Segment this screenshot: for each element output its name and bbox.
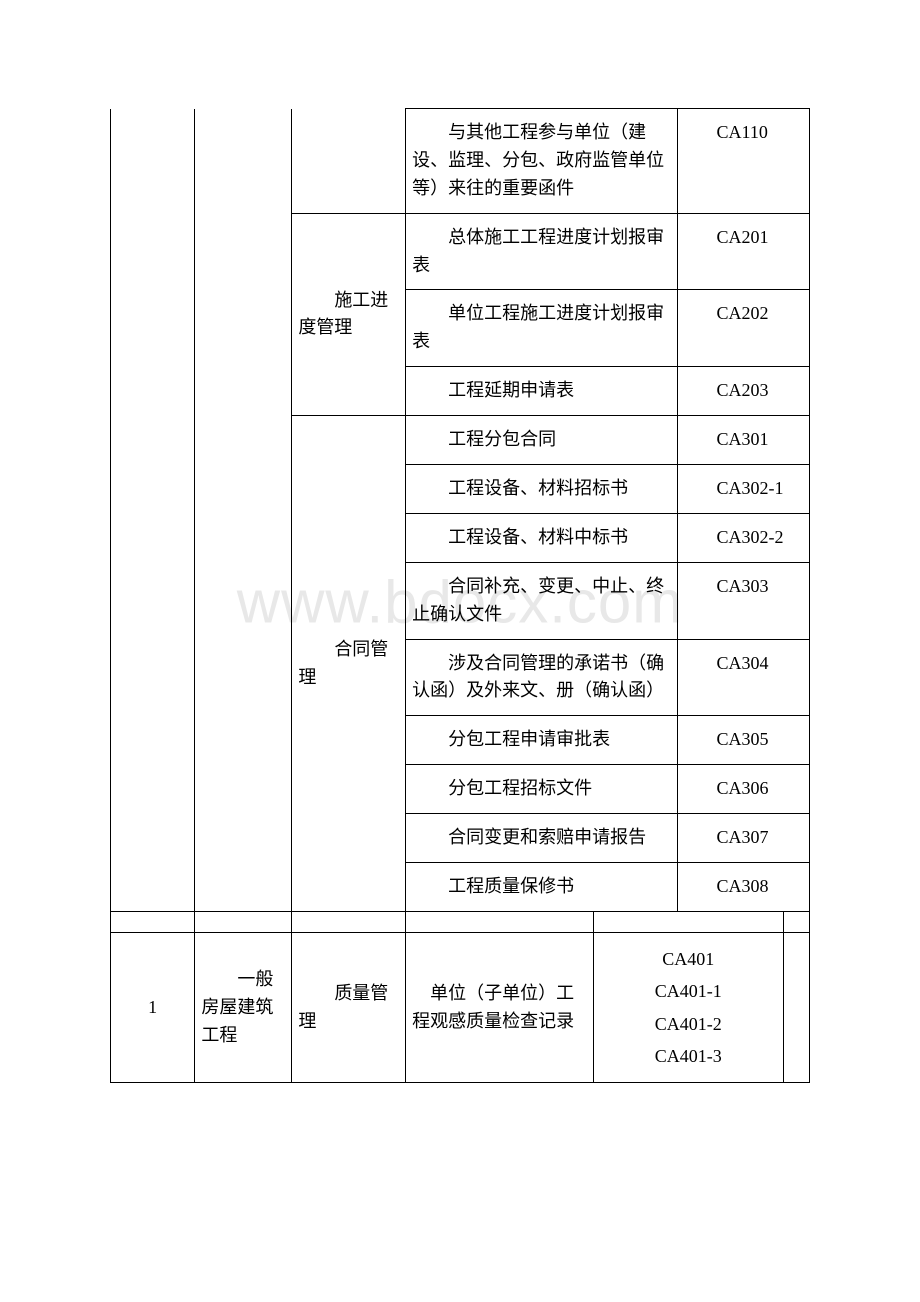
cell-blank (593, 911, 783, 932)
cell-code: CA301 (678, 416, 810, 465)
desc-text: 单位工程施工进度计划报审表 (412, 300, 671, 356)
cell-blank (195, 911, 292, 932)
cell-blank (111, 911, 195, 932)
cell-desc: 单位（子单位）工程观感质量检查记录 (406, 932, 594, 1083)
desc-text: 工程设备、材料招标书 (412, 475, 671, 503)
cell-desc: 与其他工程参与单位（建设、监理、分包、政府监管单位等）来往的重要函件 (406, 109, 678, 214)
cell-blank (783, 932, 809, 1083)
cell-desc: 总体施工工程进度计划报审表 (406, 213, 678, 290)
cell-code: CA203 (678, 367, 810, 416)
desc-text: 总体施工工程进度计划报审表 (412, 224, 671, 280)
cell-code: CA304 (678, 639, 810, 716)
cell-code: CA307 (678, 814, 810, 863)
cell-blank (292, 911, 406, 932)
cell-group: 质量管理 (292, 932, 406, 1083)
group-text: 施工进度管理 (298, 287, 399, 343)
desc-text: 工程设备、材料中标书 (412, 524, 671, 552)
cell-blank (783, 911, 809, 932)
cell-group: 施工进度管理 (292, 213, 406, 415)
cell-code: CA305 (678, 716, 810, 765)
cell-desc: 工程质量保修书 (406, 863, 678, 912)
cell-desc: 分包工程申请审批表 (406, 716, 678, 765)
desc-text: 涉及合同管理的承诺书（确认函）及外来文、册（确认函） (412, 650, 671, 706)
document-table: 与其他工程参与单位（建设、监理、分包、政府监管单位等）来往的重要函件 CA110… (110, 108, 810, 1083)
desc-text: 合同变更和索赔申请报告 (412, 824, 671, 852)
cell-desc: 涉及合同管理的承诺书（确认函）及外来文、册（确认函） (406, 639, 678, 716)
cell-desc: 工程延期申请表 (406, 367, 678, 416)
cell-category: 一般房屋建筑工程 (195, 932, 292, 1083)
cell-code: CA201 (678, 213, 810, 290)
group-text: 合同管理 (298, 636, 399, 692)
cell-blank (406, 911, 594, 932)
category-text: 一般房屋建筑工程 (201, 966, 285, 1050)
code-text: CA401-3 (600, 1040, 777, 1072)
table-row: 1 一般房屋建筑工程 质量管理 单位（子单位）工程观感质量检查记录 CA401 … (111, 932, 810, 1083)
cell-col1 (111, 109, 195, 912)
desc-text: 分包工程招标文件 (412, 775, 671, 803)
cell-code: CA302-2 (678, 513, 810, 562)
cell-code: CA302-1 (678, 465, 810, 514)
desc-text: 工程质量保修书 (412, 873, 671, 901)
cell-code: CA306 (678, 765, 810, 814)
cell-code: CA308 (678, 863, 810, 912)
cell-desc: 工程设备、材料招标书 (406, 465, 678, 514)
code-list: CA401 CA401-1 CA401-2 CA401-3 (600, 943, 777, 1073)
desc-text: 单位（子单位）工程观感质量检查记录 (412, 980, 587, 1036)
cell-desc: 工程分包合同 (406, 416, 678, 465)
cell-desc: 合同变更和索赔申请报告 (406, 814, 678, 863)
code-text: CA401-2 (600, 1008, 777, 1040)
cell-code: CA303 (678, 562, 810, 639)
cell-code: CA202 (678, 290, 810, 367)
cell-group (292, 109, 406, 214)
cell-code: CA110 (678, 109, 810, 214)
code-text: CA401-1 (600, 975, 777, 1007)
cell-desc: 工程设备、材料中标书 (406, 513, 678, 562)
code-text: CA401 (600, 943, 777, 975)
desc-text: 与其他工程参与单位（建设、监理、分包、政府监管单位等）来往的重要函件 (412, 119, 671, 203)
desc-text: 分包工程申请审批表 (412, 726, 671, 754)
group-text: 质量管理 (298, 980, 399, 1036)
table-row: 与其他工程参与单位（建设、监理、分包、政府监管单位等）来往的重要函件 CA110 (111, 109, 810, 214)
cell-seq: 1 (111, 932, 195, 1083)
desc-text: 合同补充、变更、中止、终止确认文件 (412, 573, 671, 629)
seq-text: 1 (148, 997, 157, 1017)
cell-group: 合同管理 (292, 416, 406, 912)
table-row-separator (111, 911, 810, 932)
cell-codes: CA401 CA401-1 CA401-2 CA401-3 (593, 932, 783, 1083)
cell-desc: 合同补充、变更、中止、终止确认文件 (406, 562, 678, 639)
desc-text: 工程分包合同 (412, 426, 671, 454)
desc-text: 工程延期申请表 (412, 377, 671, 405)
cell-desc: 单位工程施工进度计划报审表 (406, 290, 678, 367)
cell-col2 (195, 109, 292, 912)
cell-desc: 分包工程招标文件 (406, 765, 678, 814)
